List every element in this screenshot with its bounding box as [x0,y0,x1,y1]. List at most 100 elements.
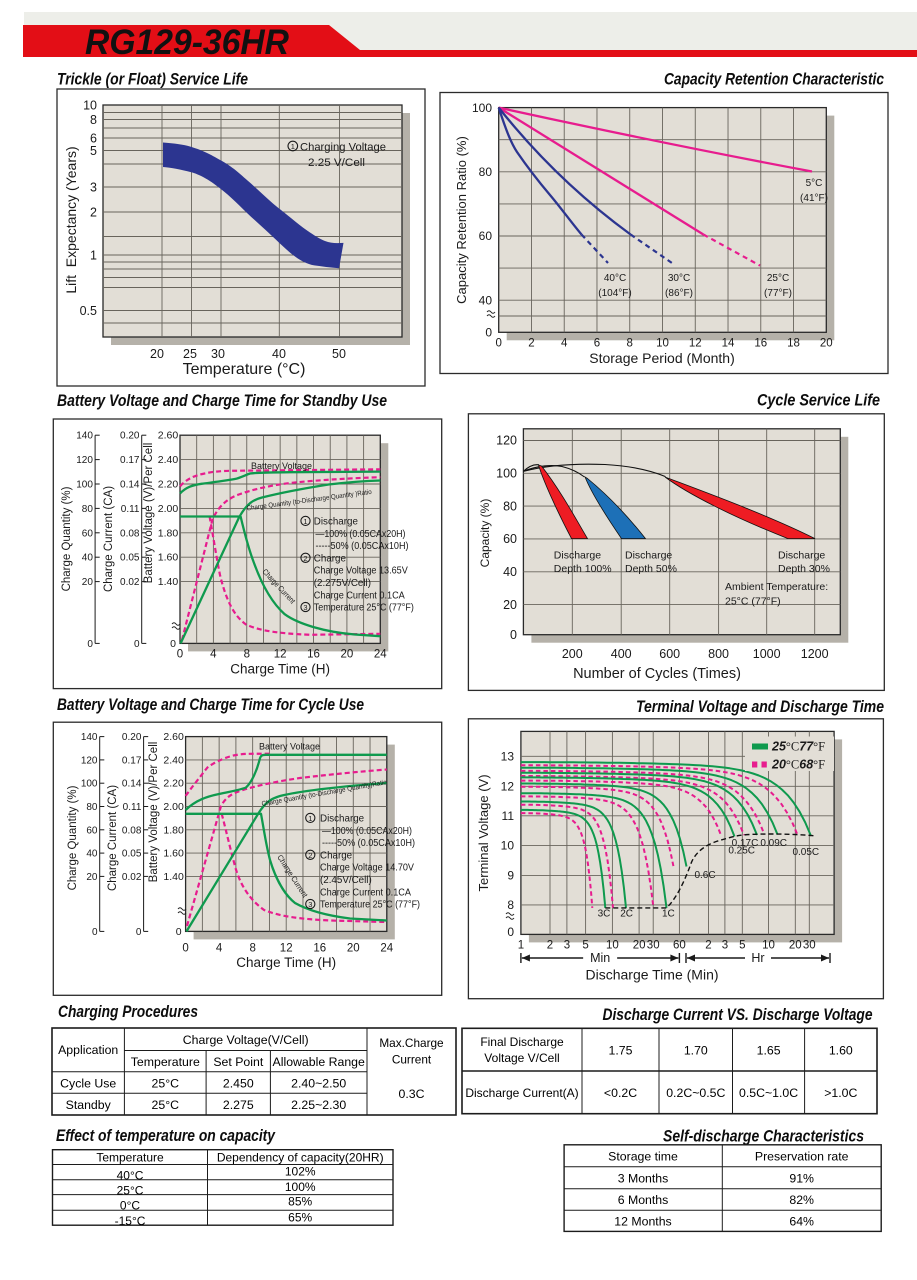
svg-text:82%: 82% [789,1193,814,1207]
svg-text:2.20: 2.20 [163,778,184,790]
svg-text:Terminal Voltage and Discharge: Terminal Voltage and Discharge Time [636,697,884,716]
svg-text:16: 16 [313,943,326,955]
svg-text:2.60: 2.60 [163,731,184,743]
svg-text:3C: 3C [598,909,611,920]
svg-text:91%: 91% [789,1171,814,1185]
svg-text:1200: 1200 [801,647,829,661]
svg-text:30: 30 [647,940,660,952]
svg-text:Discharge Time (Min): Discharge Time (Min) [585,967,718,983]
svg-text:6: 6 [90,132,97,146]
svg-text:Voltage V/Cell: Voltage V/Cell [484,1051,559,1065]
svg-text:2.20: 2.20 [158,479,179,491]
svg-text:2.00: 2.00 [158,503,179,515]
svg-text:5: 5 [90,144,97,158]
svg-text:Charging Procedures: Charging Procedures [58,1002,198,1021]
svg-text:Temperature 25°C (77°F): Temperature 25°C (77°F) [314,603,414,614]
svg-text:60: 60 [673,940,686,952]
svg-text:100%: 100% [285,1180,316,1194]
svg-text:1.70: 1.70 [684,1044,708,1058]
svg-text:-----50% (0.05CAx10H): -----50% (0.05CAx10H) [322,838,415,849]
svg-text:Charge Time (H): Charge Time (H) [230,662,330,677]
svg-text:100: 100 [81,779,98,790]
svg-text:Cycle Service Life: Cycle Service Life [757,391,880,410]
svg-text:3: 3 [303,603,307,612]
svg-text:Charging Voltage: Charging Voltage [300,142,386,154]
svg-text:Min: Min [590,951,610,965]
svg-text:120: 120 [76,455,93,466]
svg-text:0.6C: 0.6C [694,870,715,881]
svg-text:2: 2 [705,940,711,952]
svg-text:20°C68°F: 20°C68°F [771,758,825,772]
svg-text:6: 6 [594,338,600,350]
svg-text:100: 100 [76,480,93,491]
svg-text:Depth 100%: Depth 100% [554,563,612,575]
svg-text:3: 3 [564,940,570,952]
svg-text:0: 0 [177,649,183,661]
svg-text:85%: 85% [288,1195,312,1209]
svg-text:Battery Voltage: Battery Voltage [259,742,320,752]
svg-text:0: 0 [176,926,182,938]
svg-text:Ambient Temperature:: Ambient Temperature: [725,581,828,593]
svg-text:0: 0 [182,943,188,955]
svg-text:Charge Voltage 13.65V: Charge Voltage 13.65V [314,566,408,577]
svg-text:10: 10 [83,99,97,113]
svg-text:Battery Voltage (V)/Per Cell: Battery Voltage (V)/Per Cell [143,443,155,584]
svg-text:25°C77°F: 25°C77°F [771,740,825,754]
svg-text:80: 80 [479,165,493,179]
svg-text:10: 10 [501,839,515,853]
svg-text:25°C: 25°C [767,273,789,284]
svg-text:Trickle (or Float) Service Lif: Trickle (or Float) Service Life [57,70,248,89]
svg-text:Final Discharge: Final Discharge [480,1035,564,1049]
svg-text:1.75: 1.75 [609,1044,633,1058]
svg-text:1000: 1000 [753,647,781,661]
svg-text:2.00: 2.00 [163,801,184,813]
svg-text:Lift Expectancy (Years): Lift Expectancy (Years) [63,146,79,293]
svg-text:Charge Time (H): Charge Time (H) [236,955,336,970]
svg-text:800: 800 [708,647,729,661]
svg-text:0: 0 [92,927,98,938]
svg-text:12: 12 [280,943,293,955]
svg-text:0.11: 0.11 [123,802,142,813]
svg-text:24: 24 [380,943,393,955]
svg-text:1.80: 1.80 [163,824,184,836]
svg-text:0.14: 0.14 [122,779,142,790]
svg-text:9: 9 [507,869,514,883]
svg-text:2: 2 [528,338,534,350]
svg-text:3: 3 [90,181,97,195]
svg-text:Charge: Charge [314,553,347,564]
svg-text:(41°F): (41°F) [800,193,828,204]
svg-text:60: 60 [82,528,94,539]
svg-text:1.40: 1.40 [158,576,179,588]
svg-text:64%: 64% [789,1214,814,1228]
svg-text:0.25C: 0.25C [728,846,755,857]
svg-text:Application: Application [58,1043,118,1057]
svg-text:Battery Voltage and Charge Tim: Battery Voltage and Charge Time for Cycl… [57,695,364,714]
svg-text:40: 40 [479,293,493,307]
svg-text:30: 30 [211,347,225,361]
svg-text:<0.2C: <0.2C [604,1086,637,1100]
svg-text:40: 40 [503,565,517,579]
svg-text:60: 60 [479,229,493,243]
svg-text:50: 50 [332,347,346,361]
svg-text:20: 20 [820,338,833,350]
svg-text:20: 20 [86,872,98,883]
svg-text:2.40: 2.40 [163,754,184,766]
svg-text:Number of Cycles (Times): Number of Cycles (Times) [573,666,741,682]
svg-text:Set Point: Set Point [213,1055,263,1069]
svg-text:2.25 V/Cell: 2.25 V/Cell [308,157,365,169]
svg-text:5°C: 5°C [806,178,823,189]
svg-text:16: 16 [754,338,767,350]
svg-text:20: 20 [347,943,360,955]
svg-text:Discharge: Discharge [320,814,365,825]
svg-text:Temperature: Temperature [131,1055,200,1069]
svg-text:1.60: 1.60 [163,848,184,860]
svg-text:400: 400 [611,647,632,661]
svg-text:16: 16 [307,649,320,661]
svg-text:Allowable Range: Allowable Range [273,1055,365,1069]
svg-text:10: 10 [762,940,775,952]
svg-text:0: 0 [510,628,517,642]
svg-text:Terminal Voltage (V): Terminal Voltage (V) [476,774,491,891]
svg-text:0: 0 [134,639,140,650]
svg-text:80: 80 [503,499,517,513]
svg-text:40: 40 [272,347,286,361]
